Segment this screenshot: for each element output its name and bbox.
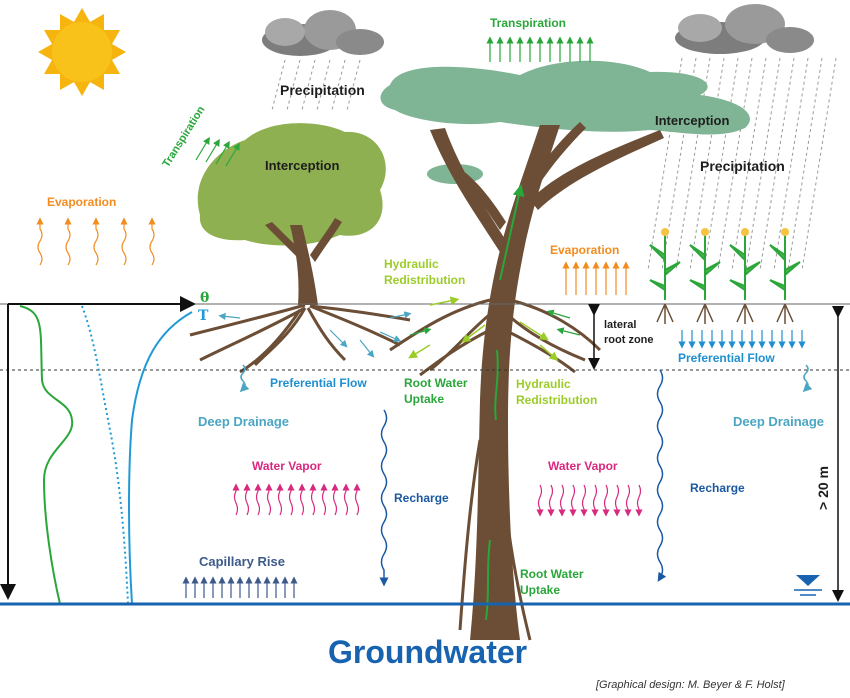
theta-profile — [19, 305, 74, 605]
interception-label-left: Interception — [265, 158, 339, 173]
evaporation-arrows-left — [36, 217, 156, 266]
transpiration-label-left: Transpiration — [160, 104, 207, 170]
tree-icon — [380, 60, 750, 641]
recharge-label-right: Recharge — [690, 481, 745, 495]
capillary-rise-arrows — [182, 576, 298, 598]
sun-icon — [38, 8, 126, 96]
depth-label: > 20 m — [815, 466, 831, 510]
temperature-profile-dotted — [81, 305, 129, 605]
profile-axes — [0, 296, 196, 600]
hydraulic-redistribution-bottom-line2: Redistribution — [516, 393, 597, 407]
preferential-flow-arrows-left — [218, 311, 412, 358]
water-vapor-label-right: Water Vapor — [548, 459, 618, 473]
root-water-uptake-bottom-line1: Root Water — [520, 567, 584, 581]
water-vapor-arrows-left — [232, 483, 361, 516]
hydraulic-redistribution-top-line2: Redistribution — [384, 273, 465, 287]
preferential-flow-label-left: Preferential Flow — [270, 376, 367, 390]
cloud-icon — [675, 4, 814, 54]
preferential-flow-label-right: Preferential Flow — [678, 351, 775, 365]
interception-label-right: Interception — [655, 113, 729, 128]
corn-plant-icon — [649, 228, 801, 324]
root-uptake-arrows — [409, 309, 581, 336]
deep-drainage-label-left: Deep Drainage — [198, 414, 289, 429]
evaporation-label-right: Evaporation — [550, 243, 619, 257]
recharge-label-left: Recharge — [394, 491, 449, 505]
water-vapor-label-left: Water Vapor — [252, 459, 322, 473]
recharge-arrow-right — [656, 369, 667, 582]
tree-icon — [189, 123, 411, 374]
transpiration-arrows-left — [195, 136, 240, 167]
evaporation-label-left: Evaporation — [47, 195, 116, 209]
cloud-icon — [262, 10, 384, 56]
transpiration-arrows-top — [486, 36, 594, 62]
water-table-icon — [794, 575, 822, 596]
lateral-root-zone-line2: root zone — [604, 334, 654, 346]
precipitation-label-right: Precipitation — [700, 158, 785, 174]
root-water-uptake-bottom-line2: Uptake — [520, 583, 560, 597]
groundwater-label: Groundwater — [328, 634, 527, 670]
transpiration-label-top: Transpiration — [490, 16, 566, 30]
water-vapor-arrows-right — [536, 484, 643, 517]
hydraulic-redistribution-arrows — [408, 296, 559, 361]
capillary-rise-label: Capillary Rise — [199, 554, 285, 569]
precipitation-label-left: Precipitation — [280, 82, 365, 98]
lateral-root-zone-line1: lateral — [604, 319, 636, 331]
evaporation-arrows-right — [562, 261, 630, 295]
deep-drainage-arrow-left — [239, 364, 250, 393]
hydraulic-redistribution-bottom-line1: Hydraulic — [516, 377, 571, 391]
temperature-symbol: T — [198, 308, 209, 324]
recharge-arrow-left — [379, 409, 389, 587]
hydraulic-redistribution-top-line1: Hydraulic — [384, 257, 439, 271]
rain-lines — [271, 57, 837, 271]
preferential-flow-arrows-right — [678, 330, 806, 349]
root-water-uptake-top-line2: Uptake — [404, 392, 444, 406]
credit-label: [Graphical design: M. Beyer & F. Holst] — [595, 679, 786, 691]
root-water-uptake-top-line1: Root Water — [404, 376, 468, 390]
temperature-profile — [128, 311, 193, 605]
deep-drainage-arrow-right — [802, 364, 813, 393]
deep-drainage-label-right: Deep Drainage — [733, 414, 824, 429]
theta-symbol: θ — [200, 290, 209, 306]
